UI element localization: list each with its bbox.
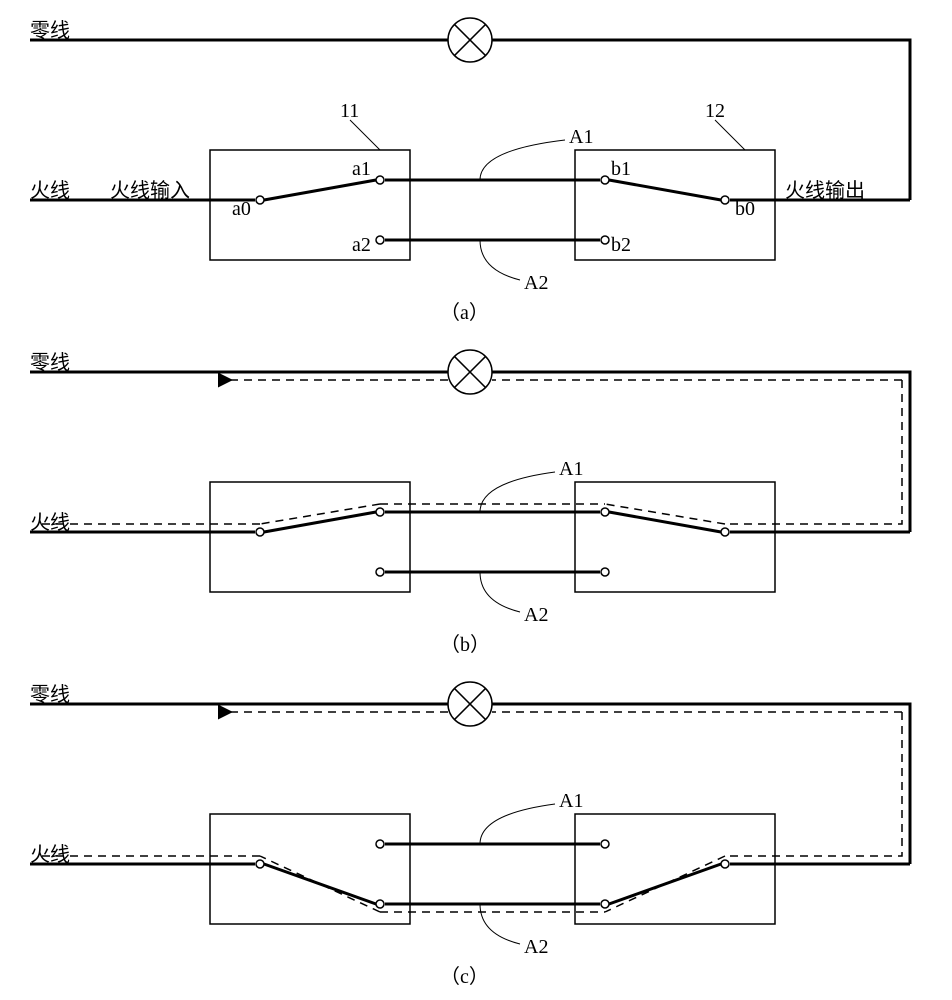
label-b0: b0 bbox=[735, 198, 755, 221]
terminal-b2 bbox=[601, 236, 609, 244]
terminal-b1 bbox=[601, 840, 609, 848]
terminal-b2 bbox=[601, 900, 609, 908]
label-neutral: 零线 bbox=[30, 14, 70, 43]
label-ref-12: 12 bbox=[705, 100, 725, 123]
terminal-b2 bbox=[601, 568, 609, 576]
terminal-a1 bbox=[376, 840, 384, 848]
label-neutral: 零线 bbox=[30, 678, 70, 707]
label-A2: A2 bbox=[524, 936, 548, 959]
label-A1: A1 bbox=[569, 126, 593, 149]
label-a1: a1 bbox=[352, 158, 371, 181]
terminal-b1 bbox=[601, 176, 609, 184]
label-b2: b2 bbox=[611, 234, 631, 257]
label-live: 火线 bbox=[30, 174, 70, 203]
label-live-in: 火线输入 bbox=[110, 174, 190, 203]
terminal-a0 bbox=[256, 860, 264, 868]
label-b1: b1 bbox=[611, 158, 631, 181]
panel-b bbox=[30, 350, 910, 612]
label-a0: a0 bbox=[232, 198, 251, 221]
label-A2: A2 bbox=[524, 604, 548, 627]
caption-a: （a） bbox=[440, 296, 489, 325]
terminal-a2 bbox=[376, 236, 384, 244]
terminal-b0 bbox=[721, 196, 729, 204]
terminal-a0 bbox=[256, 528, 264, 536]
terminal-a1 bbox=[376, 508, 384, 516]
terminal-b0 bbox=[721, 528, 729, 536]
label-live: 火线 bbox=[30, 838, 70, 867]
circuit-diagram bbox=[0, 0, 952, 1000]
label-A2: A2 bbox=[524, 272, 548, 295]
label-A1: A1 bbox=[559, 790, 583, 813]
label-a2: a2 bbox=[352, 234, 371, 257]
label-neutral: 零线 bbox=[30, 346, 70, 375]
caption-c: （c） bbox=[440, 960, 489, 989]
terminal-a2 bbox=[376, 900, 384, 908]
label-live-out: 火线输出 bbox=[785, 174, 865, 203]
terminal-b1 bbox=[601, 508, 609, 516]
terminal-a0 bbox=[256, 196, 264, 204]
panel-a bbox=[30, 18, 910, 280]
label-ref-11: 11 bbox=[340, 100, 359, 123]
terminal-b0 bbox=[721, 860, 729, 868]
caption-b: （b） bbox=[440, 628, 490, 657]
label-A1: A1 bbox=[559, 458, 583, 481]
label-live: 火线 bbox=[30, 506, 70, 535]
panel-c bbox=[30, 682, 910, 944]
terminal-a2 bbox=[376, 568, 384, 576]
terminal-a1 bbox=[376, 176, 384, 184]
